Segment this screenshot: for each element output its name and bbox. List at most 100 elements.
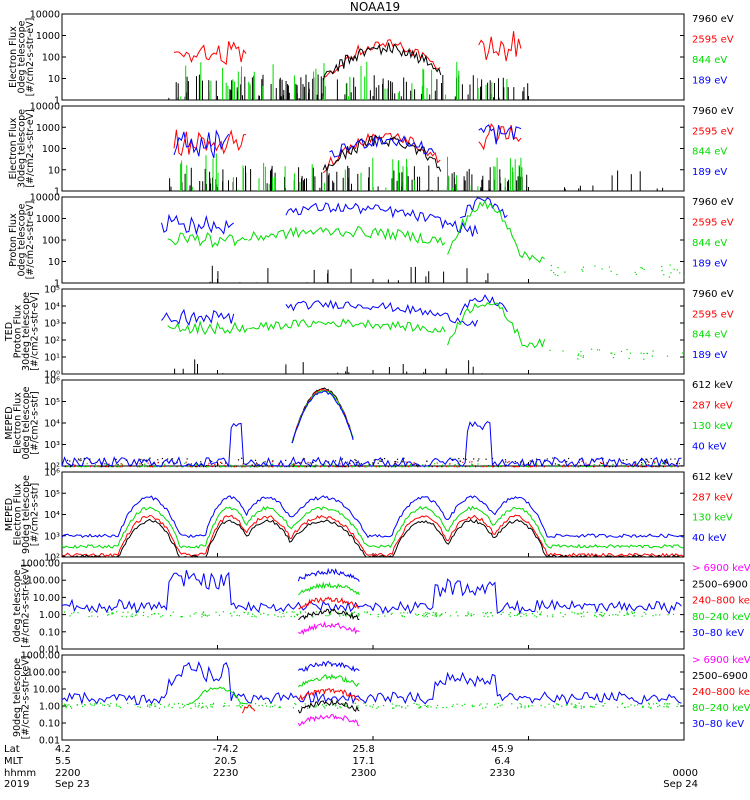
meped-p0-green-dot — [143, 611, 145, 614]
meped-p0-ytick-label: 0.01 — [39, 645, 60, 656]
meped-p90-green-dot — [325, 704, 327, 706]
meped-p90-green-dot — [666, 706, 668, 708]
meped-e0-green-dot — [287, 466, 289, 468]
meped-p90-green-dot — [337, 707, 339, 709]
meped-p90-green-dot — [524, 707, 526, 709]
ted-p0-green-dot — [683, 276, 685, 278]
meped-p90-green-dot — [425, 705, 428, 708]
meped-p90-green-dot — [272, 706, 274, 708]
meped-p0-green-dot — [121, 615, 123, 617]
meped-p0-green-dot — [509, 615, 511, 617]
meped-e90-green-series — [61, 505, 684, 549]
ted-e30-ytick-label: 10 — [48, 165, 60, 176]
meped-p0-green-dot — [623, 614, 625, 616]
meped-p0-green-dot — [546, 615, 548, 617]
meped-p90-green-dot — [241, 705, 243, 707]
meped-e0-black-dot — [546, 458, 548, 460]
x-hhmm-label: 0000 — [673, 768, 698, 779]
meped-p90-green-dot — [446, 706, 448, 708]
meped-e90-legend-red: 287 keV — [692, 492, 733, 503]
meped-p90-green-dot — [321, 704, 323, 706]
meped-p90-green-dot — [65, 706, 67, 708]
meped-p90-green-dot — [652, 703, 655, 705]
meped-e0-black-dot — [650, 458, 652, 460]
meped-p90-green-dot — [602, 705, 604, 707]
ted-e0-green-spikes — [180, 61, 508, 100]
meped-e0-black-dot — [167, 458, 169, 460]
meped-p90-green-dot — [304, 703, 306, 705]
meped-e0-green-dot — [313, 466, 315, 468]
meped-e0-blue-series — [61, 420, 682, 468]
meped-p0-green-dot — [364, 611, 366, 613]
ted-p0-green-dot — [601, 268, 603, 270]
ted-p30-green-dot — [626, 349, 628, 351]
meped-p0-green-dot — [432, 614, 434, 616]
meped-p90-green-dot — [292, 707, 294, 709]
meped-e0-black-dot — [251, 464, 253, 466]
ted-e30-legend-green: 844 eV — [692, 147, 727, 158]
meped-e0-red-dot — [458, 466, 460, 468]
meped-e0-green-dot — [536, 463, 538, 465]
meped-p0-green-dot — [428, 612, 430, 615]
meped-e0-red-dot — [648, 464, 650, 466]
ted-p30-green-dot — [683, 357, 685, 359]
meped-p90-green-dot — [552, 705, 554, 707]
meped-p0-green-dot — [552, 616, 554, 618]
meped-e0-green-dot — [480, 466, 482, 468]
ted-p0-green-dot — [634, 271, 636, 273]
meped-e0-red-dot — [108, 463, 110, 465]
meped-p90-green-dot — [343, 703, 345, 705]
meped-p90-green-dot — [173, 703, 175, 705]
meped-p0-green-dot — [508, 614, 510, 616]
meped-e0-black-dot — [637, 466, 639, 468]
meped-e90-ytick-label: 10³ — [44, 531, 60, 542]
meped-p90-green-dot — [147, 705, 149, 707]
x-lat-label: 4.2 — [55, 744, 71, 755]
meped-p90-green-dot — [666, 705, 668, 707]
meped-p90-green-dot — [269, 706, 271, 708]
meped-p90-black-series — [297, 698, 360, 714]
meped-p0-green-dot — [432, 611, 434, 614]
meped-e0-green-dot — [653, 463, 655, 465]
meped-e0-green-dot — [219, 466, 221, 468]
meped-e0-green-dot — [661, 466, 663, 468]
ted-p30-green-dot — [651, 355, 653, 357]
meped-e0-green-dot — [318, 465, 320, 467]
meped-p90-green-dot — [182, 706, 184, 708]
meped-e0-green-dot — [307, 466, 309, 468]
meped-p90-green-dot — [424, 704, 426, 707]
meped-e0-red-dot — [217, 463, 219, 465]
meped-e0-black-dot — [505, 461, 507, 463]
meped-e0-black-dot — [195, 466, 197, 468]
meped-p90-green-dot — [499, 705, 501, 707]
ted-p0-ytick-label: 10000 — [30, 193, 60, 204]
meped-p90-green-dot — [642, 705, 644, 707]
meped-e0-green-dot — [467, 466, 469, 468]
meped-p0-green-dot — [111, 612, 113, 614]
meped-p90-green-dot — [391, 703, 393, 705]
meped-e0-green-dot — [478, 465, 481, 467]
meped-e0-green-dot — [86, 466, 88, 468]
meped-e0-red-dot — [331, 465, 333, 467]
meped-e0-black-dot — [256, 462, 258, 464]
meped-e0-red-dot — [107, 464, 109, 466]
meped-e0-black-dot — [674, 458, 676, 460]
meped-p0-green-dot — [406, 612, 409, 614]
meped-e0-red-dot — [512, 466, 514, 468]
meped-p90-green-dot — [258, 705, 260, 707]
meped-e0-black-dot — [83, 457, 85, 460]
meped-p90-green-dot — [416, 704, 418, 706]
meped-p0-green-dot — [562, 616, 564, 618]
meped-p90-green-dot — [137, 706, 139, 708]
meped-e0-black-dot — [254, 459, 257, 461]
meped-p0-green-dot — [130, 615, 132, 617]
meped-e0-green-dot — [365, 466, 367, 468]
meped-p0-green-dot — [134, 614, 136, 616]
meped-p0-blue-series — [297, 567, 360, 582]
meped-e0-green-dot — [662, 463, 664, 465]
meped-e0-red-dot — [332, 466, 334, 468]
meped-p90-magenta-series — [297, 713, 360, 727]
meped-p0-green-dot — [107, 611, 109, 613]
